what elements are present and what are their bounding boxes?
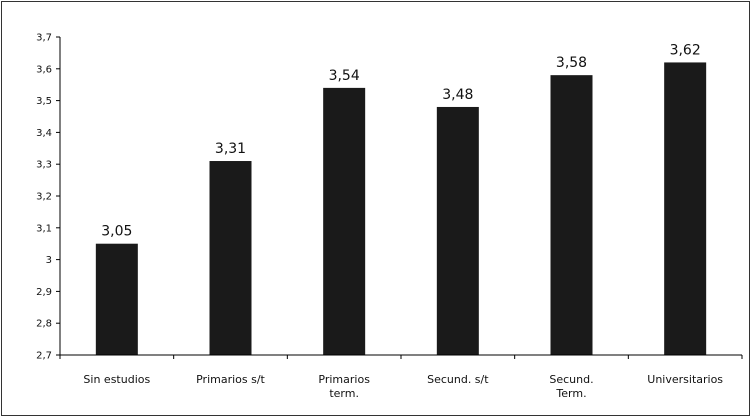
bar xyxy=(550,75,593,355)
category-label: term. xyxy=(329,387,359,400)
data-label: 3,48 xyxy=(442,87,473,103)
y-tick-label: 3,4 xyxy=(36,128,52,139)
y-axis-ticks: 2,7 2,8 2,9 3 3,1 3,2 3,3 3,4 3,5 3,6 3,7 xyxy=(36,33,743,362)
y-tick-label: 3,7 xyxy=(36,33,52,44)
data-label: 3,58 xyxy=(556,55,587,71)
y-tick-label: 3,1 xyxy=(36,223,52,234)
y-tick-label: 3 xyxy=(46,255,52,266)
bar xyxy=(664,62,707,355)
category-label: Sin estudios xyxy=(83,373,150,386)
category-label: Primarios xyxy=(318,373,370,386)
y-tick-label: 3,2 xyxy=(36,192,52,203)
bar xyxy=(323,87,366,355)
data-label: 3,62 xyxy=(670,42,701,58)
bars xyxy=(95,62,707,356)
category-label: Term. xyxy=(555,387,586,400)
data-label: 3,31 xyxy=(215,141,246,157)
y-tick-label: 3,3 xyxy=(36,160,52,171)
y-tick-label: 2,7 xyxy=(36,351,52,362)
y-tick-label: 2,8 xyxy=(36,319,52,330)
category-label: Secund. s/t xyxy=(427,373,489,386)
y-tick-label: 3,6 xyxy=(36,64,52,75)
category-label: Universitarios xyxy=(647,373,723,386)
category-label: Secund. xyxy=(549,373,593,386)
y-tick-label: 3,5 xyxy=(36,96,52,107)
bar xyxy=(436,106,479,356)
data-label: 3,05 xyxy=(101,224,132,240)
bar xyxy=(95,243,138,355)
data-labels: 3,05 3,31 3,54 3,48 3,58 3,62 xyxy=(101,42,701,239)
bar xyxy=(209,161,252,355)
category-label: Primarios s/t xyxy=(196,373,265,386)
y-tick-label: 2,9 xyxy=(36,287,52,298)
data-label: 3,54 xyxy=(329,68,360,84)
